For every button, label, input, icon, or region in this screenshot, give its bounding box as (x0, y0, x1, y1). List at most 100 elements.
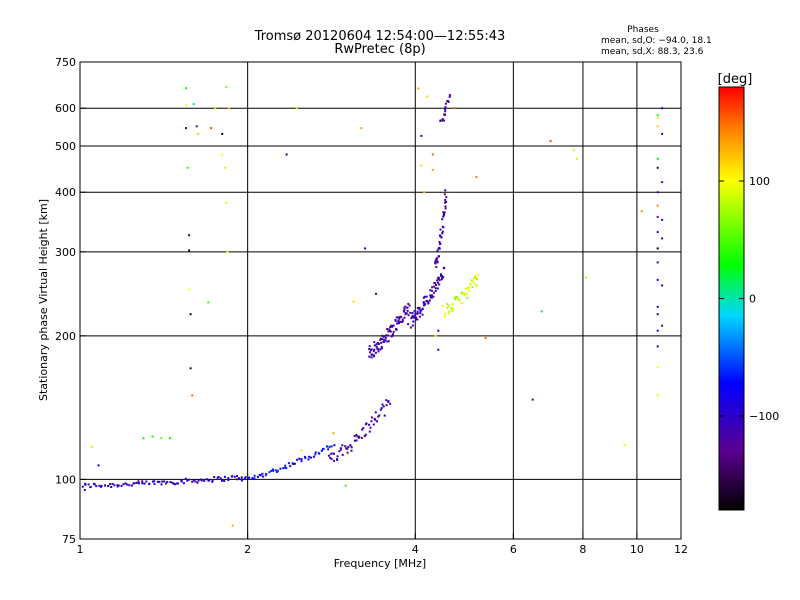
data-point (189, 313, 192, 316)
data-point (437, 281, 439, 284)
data-point (383, 414, 386, 417)
data-point (223, 475, 226, 478)
data-point (373, 417, 376, 420)
data-point (221, 132, 224, 135)
data-point (200, 479, 203, 482)
data-point (233, 475, 236, 478)
data-point (389, 330, 392, 333)
data-point (441, 277, 443, 280)
x-tick-label: 6 (510, 543, 517, 556)
data-point (293, 462, 296, 465)
data-point (469, 282, 472, 285)
x-tick-label: 4 (412, 543, 419, 556)
data-point (336, 455, 339, 458)
data-point (401, 318, 404, 321)
data-point (330, 452, 333, 455)
data-point (473, 282, 476, 285)
x-tick-label: 12 (674, 543, 688, 556)
data-point (304, 456, 307, 459)
data-point (133, 482, 136, 485)
data-point (172, 482, 175, 485)
data-point (214, 107, 217, 110)
data-point (346, 447, 349, 450)
data-point (276, 471, 279, 473)
data-point (402, 310, 405, 313)
data-point (463, 292, 466, 295)
data-point (341, 444, 344, 447)
data-point (318, 452, 321, 455)
data-point (346, 451, 349, 454)
data-point (135, 481, 138, 484)
data-point (426, 95, 429, 98)
data-point (333, 452, 335, 455)
data-point (434, 282, 437, 285)
data-point (253, 474, 256, 477)
data-point (282, 467, 285, 470)
data-point (441, 218, 444, 221)
data-point (436, 279, 439, 282)
data-point (656, 204, 659, 207)
data-point (320, 449, 323, 452)
data-point (100, 484, 103, 487)
data-point (256, 475, 259, 478)
data-point (443, 119, 445, 122)
data-point (225, 201, 228, 204)
data-point (444, 110, 447, 113)
data-point (439, 242, 442, 245)
data-point (396, 322, 399, 325)
colorbar-tick-label: 0 (749, 293, 756, 306)
data-point (166, 480, 169, 483)
data-point (363, 435, 366, 438)
data-point (433, 285, 436, 288)
data-point (444, 189, 447, 192)
data-point (406, 306, 409, 309)
data-point (364, 433, 367, 436)
data-point (435, 266, 438, 268)
data-point (661, 107, 664, 110)
data-point (390, 324, 393, 327)
data-point (210, 127, 213, 130)
data-point (389, 326, 392, 329)
data-point (356, 435, 359, 438)
data-point (165, 482, 168, 485)
data-point (93, 483, 96, 486)
data-point (448, 95, 451, 98)
data-point (656, 313, 659, 316)
data-point (382, 338, 385, 341)
data-point (81, 485, 84, 488)
data-point (132, 482, 135, 485)
data-point (475, 276, 477, 279)
data-point (87, 483, 90, 486)
data-point (300, 460, 303, 463)
data-point (429, 289, 432, 292)
data-point (378, 414, 381, 417)
data-point (262, 475, 264, 478)
data-point (298, 457, 301, 460)
data-point (284, 464, 287, 467)
data-point (540, 310, 543, 313)
data-point (160, 483, 163, 486)
y-tick-label: 300 (55, 246, 76, 259)
data-point (417, 87, 420, 90)
data-point (656, 261, 659, 264)
data-point (380, 345, 383, 348)
data-point (236, 475, 238, 478)
data-point (465, 293, 468, 296)
data-point (404, 305, 407, 308)
data-point (420, 309, 423, 312)
data-point (434, 289, 437, 292)
data-point (111, 482, 114, 485)
data-point (221, 479, 223, 482)
data-point (437, 348, 440, 351)
data-point (300, 458, 303, 461)
data-point (437, 329, 440, 332)
data-point (445, 196, 448, 199)
data-point (572, 149, 575, 152)
data-point (387, 334, 389, 337)
data-point (476, 278, 478, 281)
y-tick-label: 600 (55, 102, 76, 115)
data-point (392, 333, 394, 336)
data-point (656, 166, 659, 169)
data-point (412, 320, 415, 323)
data-point (443, 201, 446, 204)
